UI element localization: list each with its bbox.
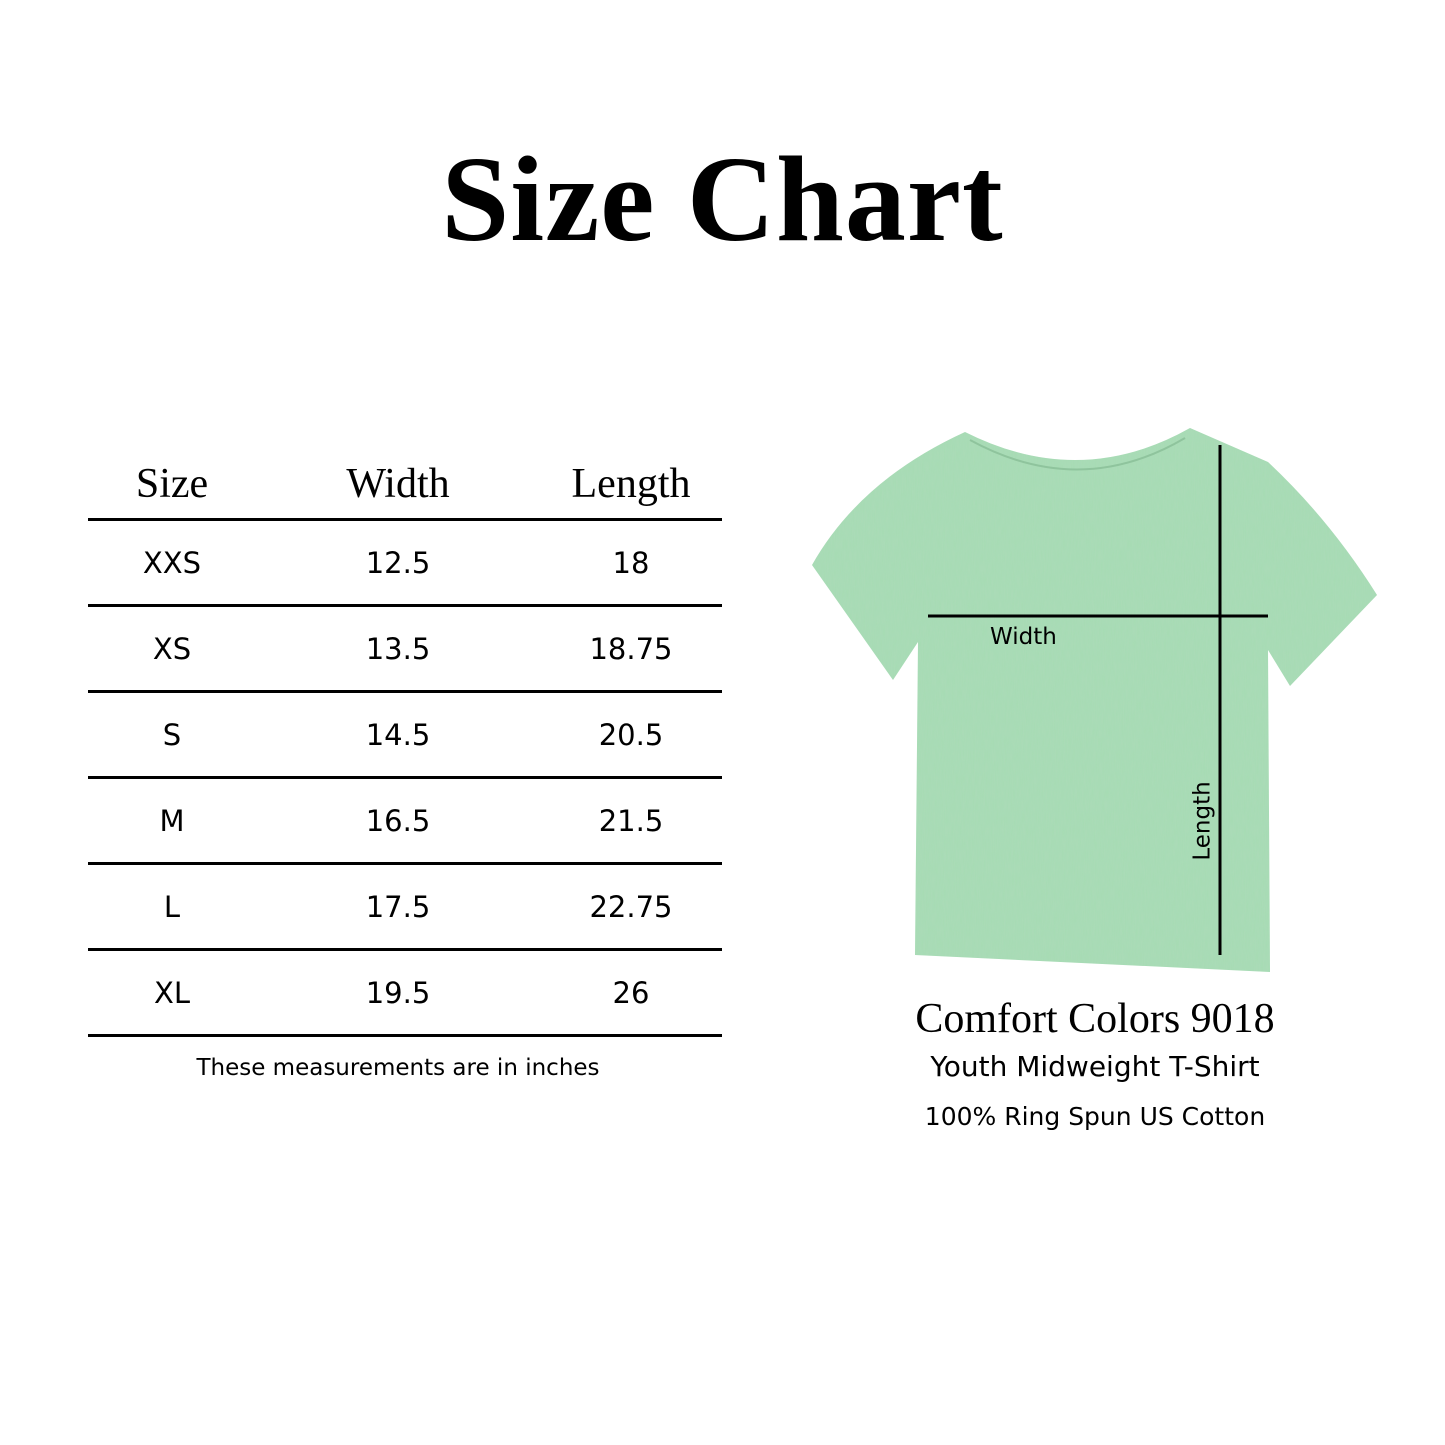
width-label: Width <box>990 624 1057 650</box>
table-row: S 14.5 20.5 <box>88 693 722 779</box>
units-note: These measurements are in inches <box>196 1055 600 1081</box>
product-description: Youth Midweight T-Shirt <box>930 1050 1260 1083</box>
header-size: Size <box>135 461 209 507</box>
page-title: Size Chart <box>441 132 1004 267</box>
table-row: XXS 12.5 18 <box>88 521 722 607</box>
cell-size: S <box>162 717 182 752</box>
size-table: Size Width Length XXS 12.5 18 XS 13.5 18.75 S 1… <box>88 450 722 1037</box>
product-name: Comfort Colors 9018 <box>915 996 1275 1042</box>
cell-width: 12.5 <box>365 545 431 580</box>
cell-width: 14.5 <box>365 717 431 752</box>
cell-length: 22.75 <box>589 889 673 924</box>
table-row: XL 19.5 26 <box>88 951 722 1037</box>
cell-length: 21.5 <box>598 803 664 838</box>
table-row: L 17.5 22.75 <box>88 865 722 951</box>
table-header: Size Width Length <box>88 450 722 521</box>
length-label: Length <box>1189 781 1216 861</box>
cell-size: XL <box>153 975 191 1010</box>
cell-length: 20.5 <box>598 717 664 752</box>
cell-size: XXS <box>142 545 202 580</box>
cell-size: M <box>159 803 185 838</box>
header-width: Width <box>346 461 450 507</box>
cell-width: 13.5 <box>365 631 431 666</box>
cell-length: 18 <box>612 545 650 580</box>
cell-size: L <box>163 889 181 924</box>
tshirt-shape <box>812 428 1377 972</box>
product-material: 100% Ring Spun US Cotton <box>924 1102 1266 1131</box>
table-row: XS 13.5 18.75 <box>88 607 722 693</box>
cell-size: XS <box>152 631 192 666</box>
cell-length: 18.75 <box>589 631 673 666</box>
cell-width: 19.5 <box>365 975 431 1010</box>
header-length: Length <box>571 461 691 507</box>
cell-width: 17.5 <box>365 889 431 924</box>
table-row: M 16.5 21.5 <box>88 779 722 865</box>
cell-width: 16.5 <box>365 803 431 838</box>
collar-seam <box>969 437 1186 471</box>
cell-length: 26 <box>612 975 650 1010</box>
